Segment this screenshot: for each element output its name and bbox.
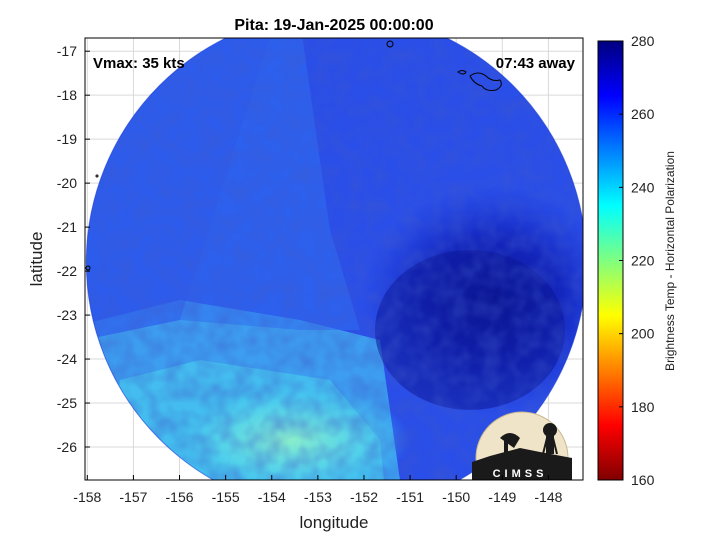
colorbar-tick-label: 160 xyxy=(631,472,655,488)
brightness-temperature-swath xyxy=(85,38,583,480)
x-axis: -158 -157 -156 -155 -154 -153 -152 -151 -150 -149… xyxy=(73,475,563,505)
x-tick-label: -150 xyxy=(442,489,470,505)
y-tick-label: -23 xyxy=(57,307,77,323)
colorbar-tick-label: 220 xyxy=(631,253,655,269)
colorbar: 160 180 200 220 240 260 280 Brightness Temp - … xyxy=(597,33,677,488)
y-axis: -17 -18 -19 -20 -21 -22 -23 -24 -25 -26 xyxy=(57,43,90,455)
colorbar-tick-label: 280 xyxy=(631,33,655,49)
y-tick-label: -24 xyxy=(57,351,77,367)
chart-title: Pita: 19-Jan-2025 00:00:00 xyxy=(234,17,433,34)
y-tick-label: -18 xyxy=(57,87,77,103)
y-tick-label: -25 xyxy=(57,395,77,411)
coastlines xyxy=(85,40,502,271)
cimss-logo: CIMSS xyxy=(472,411,572,480)
logo-text: CIMSS xyxy=(493,468,548,480)
x-tick-label: -154 xyxy=(258,489,286,505)
colorbar-tick-label: 240 xyxy=(631,179,655,195)
x-tick-label: -156 xyxy=(166,489,194,505)
time-away-label: 07:43 away xyxy=(496,55,576,72)
colorbar-tick-label: 260 xyxy=(631,106,655,122)
x-tick-label: -149 xyxy=(488,489,516,505)
y-tick-label: -21 xyxy=(57,219,77,235)
colorbar-tick-label: 180 xyxy=(631,399,655,415)
y-tick-label: -20 xyxy=(57,175,77,191)
vmax-label: Vmax: 35 kts xyxy=(93,55,185,72)
axes-frame xyxy=(84,37,584,481)
y-axis-label: latitude xyxy=(27,232,46,287)
y-tick-label: -26 xyxy=(57,439,77,455)
colorbar-gradient xyxy=(597,40,624,481)
y-tick-label: -19 xyxy=(57,131,77,147)
y-tick-label: -22 xyxy=(57,263,77,279)
y-tick-label: -17 xyxy=(57,43,77,59)
x-tick-label: -152 xyxy=(350,489,378,505)
x-tick-label: -153 xyxy=(304,489,332,505)
colorbar-label: Brightness Temp - Horizontal Polarizatio… xyxy=(663,151,677,371)
x-tick-label: -155 xyxy=(212,489,240,505)
x-tick-label: -148 xyxy=(534,489,562,505)
x-tick-label: -151 xyxy=(396,489,424,505)
colorbar-tick-label: 200 xyxy=(631,326,655,342)
x-tick-label: -157 xyxy=(119,489,147,505)
x-tick-label: -158 xyxy=(73,489,101,505)
x-axis-label: longitude xyxy=(299,513,368,532)
